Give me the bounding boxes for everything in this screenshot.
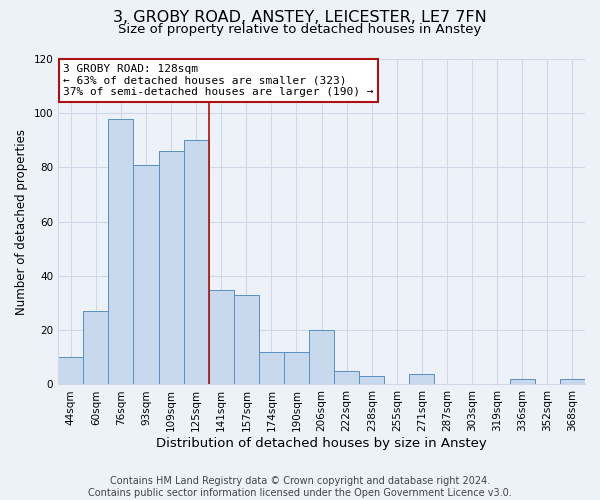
X-axis label: Distribution of detached houses by size in Anstey: Distribution of detached houses by size … (156, 437, 487, 450)
Text: Contains HM Land Registry data © Crown copyright and database right 2024.
Contai: Contains HM Land Registry data © Crown c… (88, 476, 512, 498)
Bar (259, 352, 284, 384)
Bar (133, 165, 158, 384)
Bar (309, 330, 334, 384)
Y-axis label: Number of detached properties: Number of detached properties (15, 128, 28, 314)
Text: 3, GROBY ROAD, ANSTEY, LEICESTER, LE7 7FN: 3, GROBY ROAD, ANSTEY, LEICESTER, LE7 7F… (113, 10, 487, 25)
Text: Size of property relative to detached houses in Anstey: Size of property relative to detached ho… (118, 22, 482, 36)
Bar (409, 374, 434, 384)
Bar (184, 140, 209, 384)
Bar (359, 376, 385, 384)
Bar (158, 151, 184, 384)
Bar (58, 358, 83, 384)
Text: 3 GROBY ROAD: 128sqm
← 63% of detached houses are smaller (323)
37% of semi-deta: 3 GROBY ROAD: 128sqm ← 63% of detached h… (64, 64, 374, 97)
Bar (560, 379, 585, 384)
Bar (234, 295, 259, 384)
Bar (284, 352, 309, 384)
Bar (209, 290, 234, 384)
Bar (109, 118, 133, 384)
Bar (83, 311, 109, 384)
Bar (510, 379, 535, 384)
Bar (334, 371, 359, 384)
